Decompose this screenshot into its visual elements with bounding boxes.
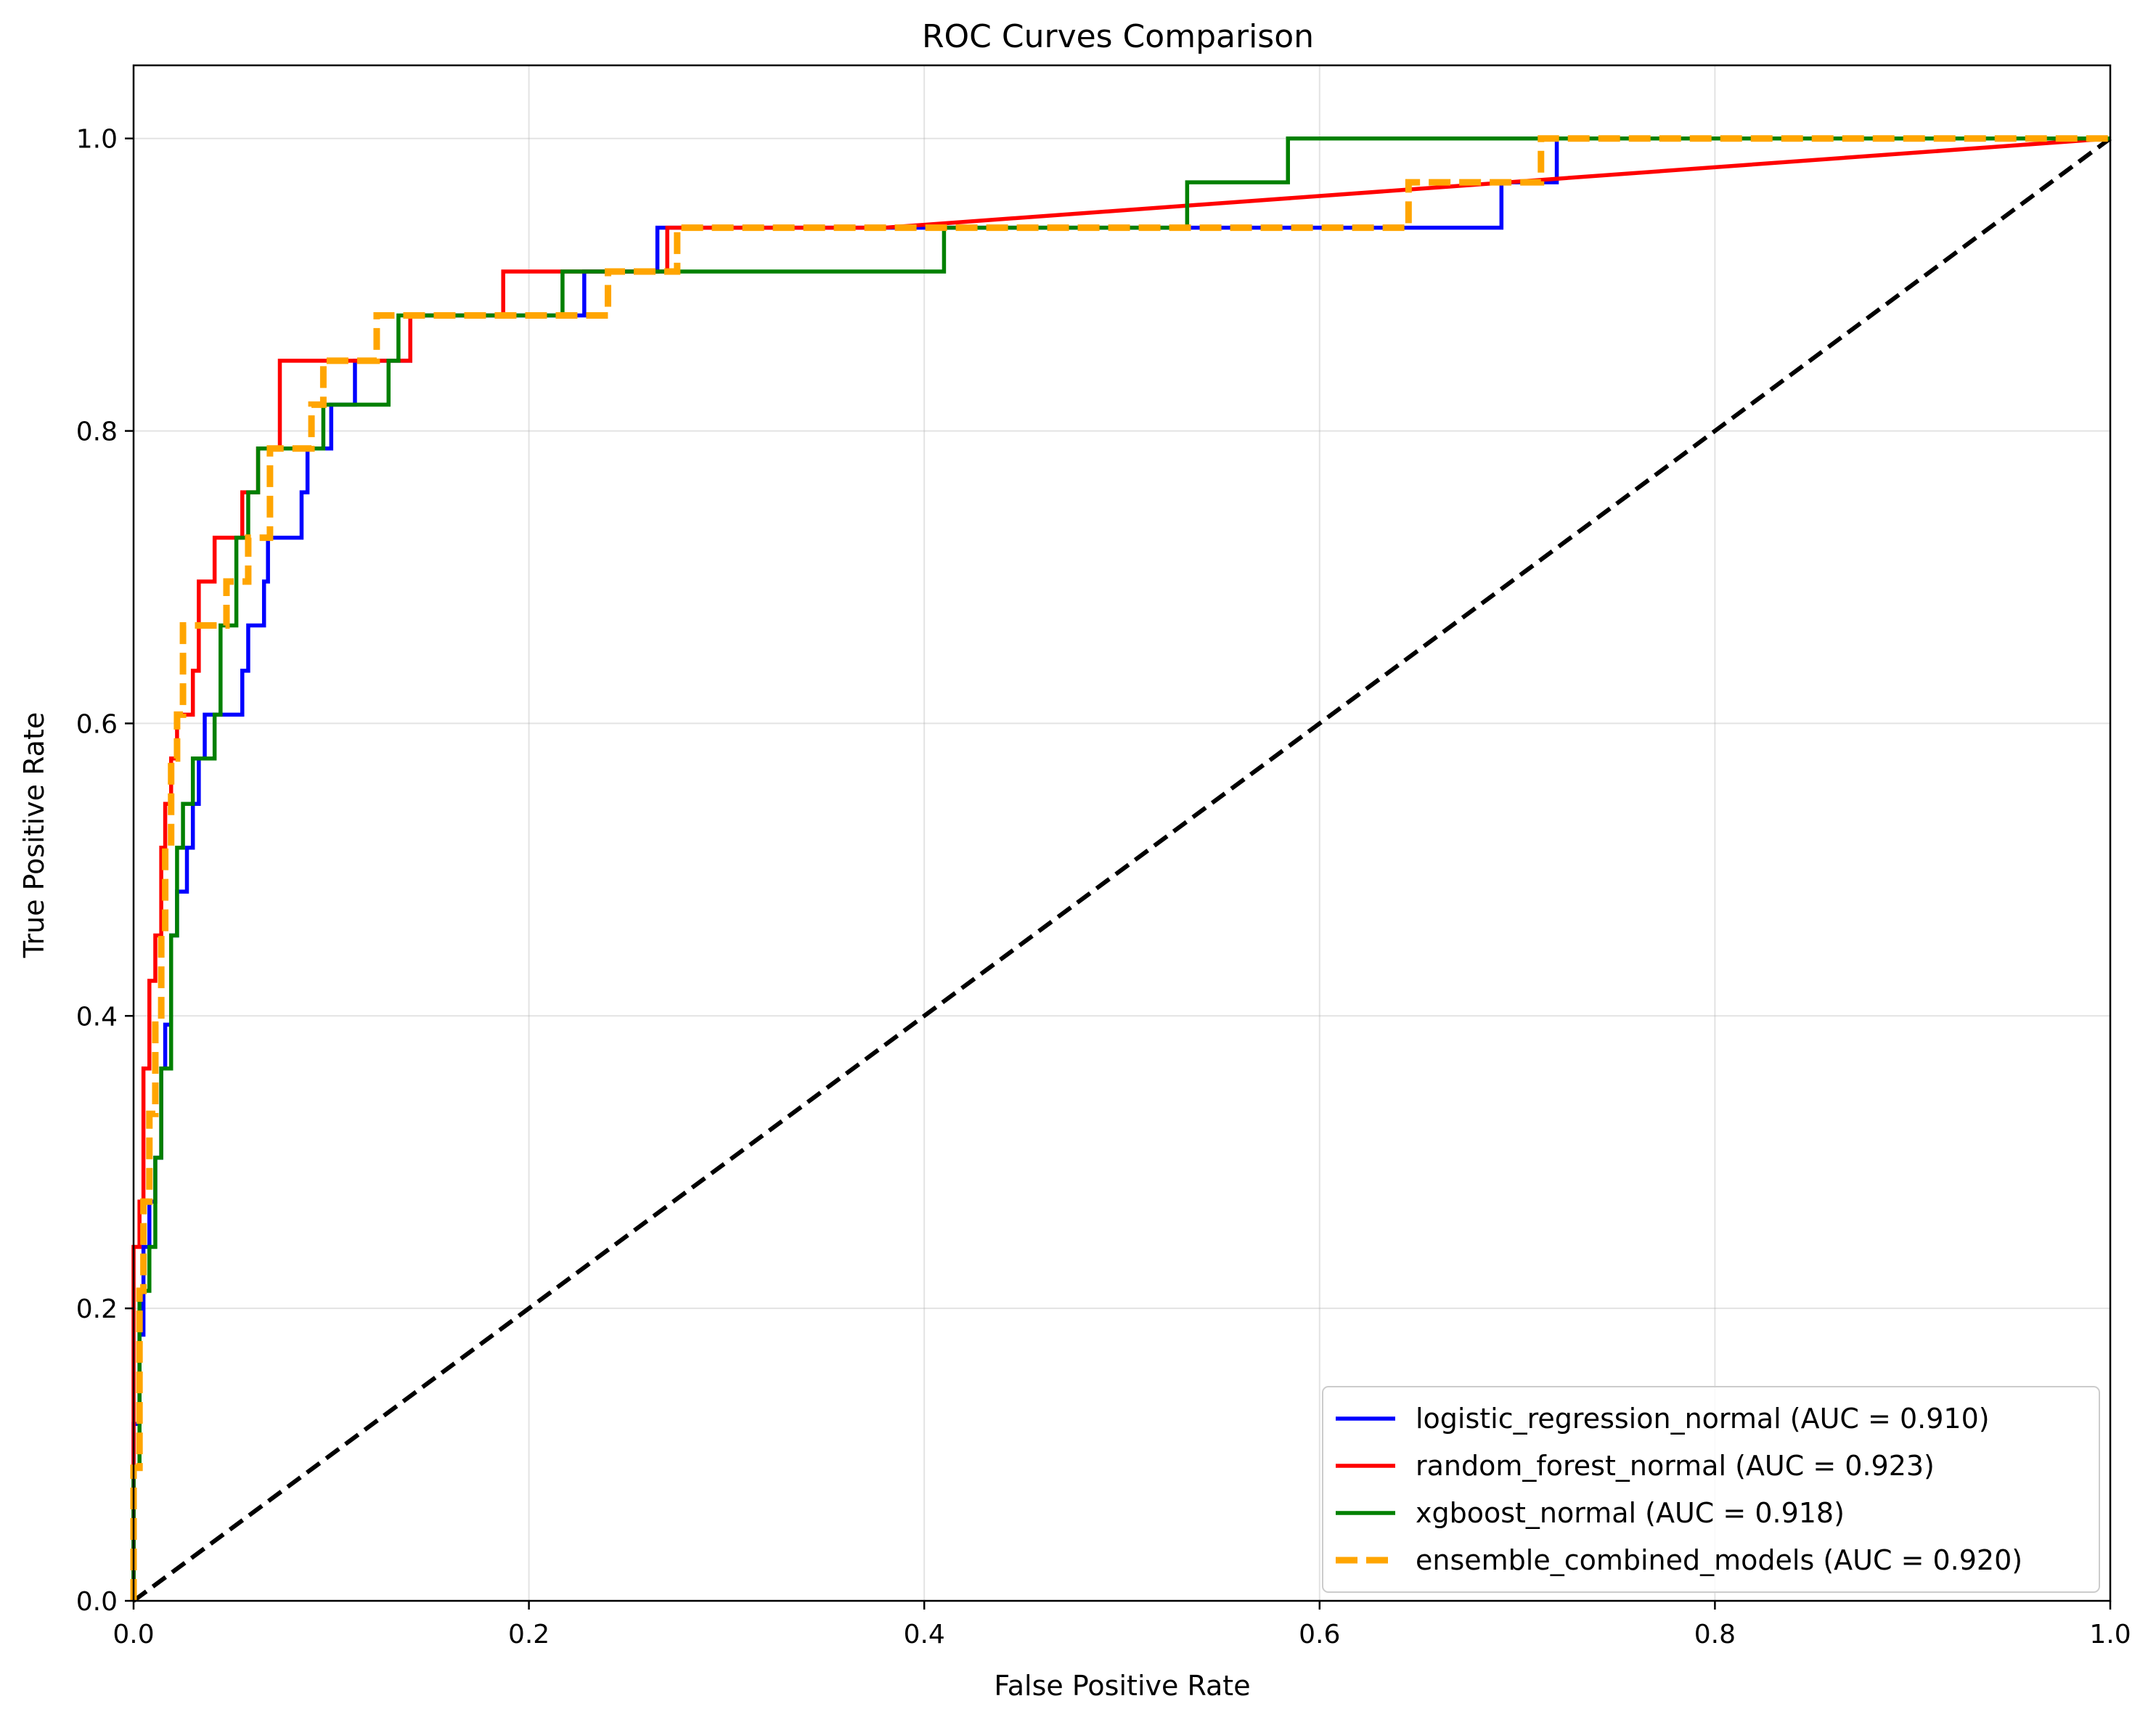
series-line-1: [131, 136, 2111, 1601]
legend-label-1: random_forest_normal (AUC = 0.923): [1416, 1450, 1935, 1482]
y-axis-title: True Positive Rate: [18, 712, 50, 959]
plot-frame: [132, 64, 2112, 1602]
roc-series: [130, 135, 2111, 1601]
reference-diagonal: [132, 136, 2112, 1603]
y-tick-label-3: 0.6: [76, 709, 118, 739]
random-classifier-line: [132, 136, 2112, 1603]
x-tick-label-2: 0.4: [904, 1620, 945, 1649]
y-tick-label-5: 1.0: [76, 125, 118, 155]
legend-label-0: logistic_regression_normal (AUC = 0.910): [1416, 1403, 1990, 1435]
y-tick-label-2: 0.4: [76, 1002, 118, 1032]
y-axis-ticks: 0.0 0.2 0.4 0.6 0.8 1.0: [76, 125, 134, 1617]
series-line-2: [131, 136, 2110, 1601]
x-tick-label-4: 0.8: [1694, 1620, 1736, 1649]
x-tick-label-5: 1.0: [2089, 1620, 2131, 1649]
y-tick-label-1: 0.2: [76, 1294, 118, 1324]
y-tick-label-4: 0.8: [76, 417, 118, 447]
x-tick-label-3: 0.6: [1299, 1620, 1340, 1649]
grid-lines: [133, 65, 2111, 1602]
x-axis-title: False Positive Rate: [994, 1670, 1250, 1702]
x-tick-label-1: 0.2: [508, 1620, 550, 1649]
x-axis-ticks: 0.0 0.2 0.4 0.6 0.8 1.0: [113, 1601, 2131, 1649]
legend-box: [1322, 1386, 2100, 1593]
series-line-3: [130, 135, 2110, 1601]
legend-label-2: xgboost_normal (AUC = 0.918): [1416, 1497, 1845, 1529]
legend: logistic_regression_normal (AUC = 0.910)…: [1322, 1386, 2100, 1593]
chart-title: ROC Curves Comparison: [922, 18, 1314, 55]
x-tick-label-0: 0.0: [113, 1620, 154, 1649]
legend-label-3: ensemble_combined_models (AUC = 0.920): [1416, 1544, 2022, 1576]
y-tick-label-0: 0.0: [76, 1587, 118, 1617]
